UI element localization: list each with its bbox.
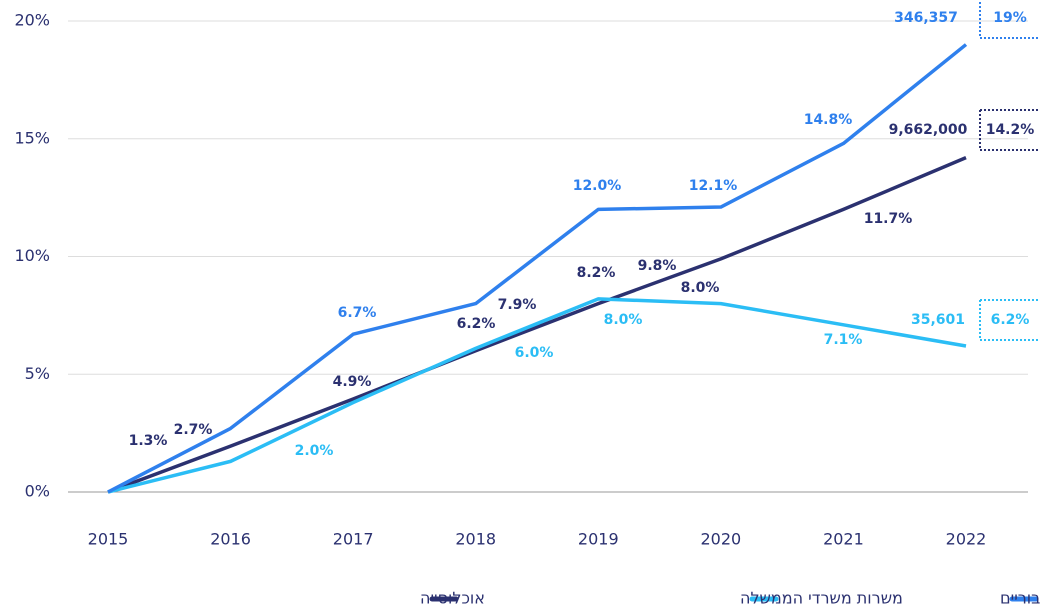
x-tick-label: 2017 [333, 530, 374, 549]
data-label: 8.2% [577, 265, 616, 281]
legend-label: משרות גופים ציבוריים [1000, 589, 1041, 608]
end-label: 6.2% [991, 312, 1030, 328]
data-label: 8.0% [604, 312, 643, 328]
data-label: 12.0% [573, 178, 622, 194]
data-label: 7.9% [498, 297, 537, 313]
series-line [107, 297, 967, 494]
x-tick-label: 2019 [578, 530, 619, 549]
data-label: 8.0% [681, 280, 720, 296]
end-box [979, 0, 1040, 39]
series-line [107, 43, 968, 494]
data-label: 12.1% [689, 178, 738, 194]
x-tick-label: 2015 [88, 530, 129, 549]
legend-label: אוכלוסייה [420, 589, 485, 608]
x-tick-label: 2021 [823, 530, 864, 549]
data-label: 6.0% [515, 345, 554, 361]
end-box [979, 299, 1040, 341]
y-tick-label: 0% [25, 482, 50, 501]
y-tick-label: 20% [14, 11, 50, 30]
data-label: 2.7% [174, 422, 213, 438]
end-label: 19% [993, 10, 1027, 26]
data-label: 11.7% [864, 211, 913, 227]
data-label: 6.2% [457, 316, 496, 332]
data-label: 6.7% [338, 305, 377, 321]
legend-label: משרות משרדי הממשלה [740, 589, 903, 608]
end-label: 14.2% [986, 122, 1035, 138]
data-label: 4.9% [333, 374, 372, 390]
data-label: 346,357 [894, 10, 958, 26]
y-tick-label: 5% [25, 364, 50, 383]
x-tick-label: 2018 [455, 530, 496, 549]
data-label: 35,601 [911, 312, 965, 328]
x-tick-label: 2020 [700, 530, 741, 549]
series-line [107, 155, 967, 494]
data-label: 9.8% [638, 258, 677, 274]
x-tick-label: 2016 [210, 530, 251, 549]
data-label: 2.0% [295, 443, 334, 459]
data-label: 9,662,000 [889, 122, 968, 138]
data-label: 7.1% [824, 332, 863, 348]
y-tick-label: 10% [14, 246, 50, 265]
y-tick-label: 15% [14, 128, 50, 147]
data-label: 14.8% [804, 112, 853, 128]
data-label: 1.3% [129, 433, 168, 449]
x-tick-label: 2022 [946, 530, 987, 549]
end-box [979, 109, 1040, 151]
